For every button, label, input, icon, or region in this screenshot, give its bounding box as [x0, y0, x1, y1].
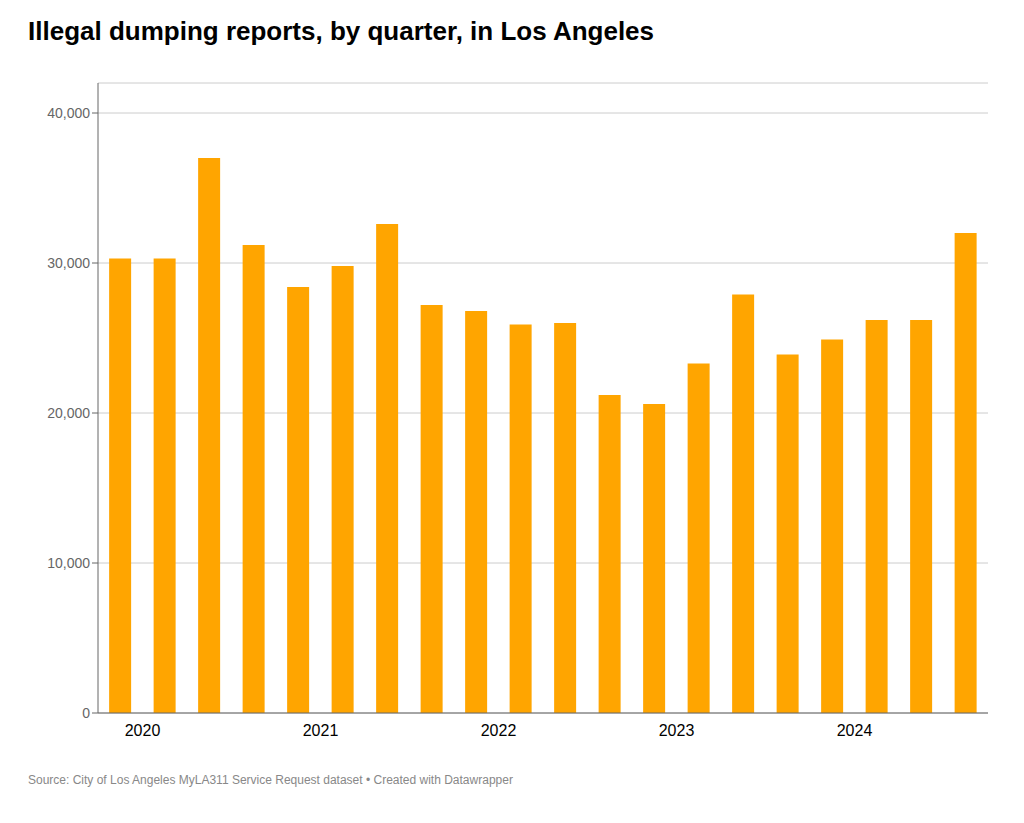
svg-text:10,000: 10,000: [47, 555, 90, 571]
svg-text:2021: 2021: [303, 722, 339, 739]
svg-text:0: 0: [82, 705, 90, 721]
svg-text:2020: 2020: [125, 722, 161, 739]
svg-text:30,000: 30,000: [47, 255, 90, 271]
svg-text:2023: 2023: [659, 722, 695, 739]
svg-text:20,000: 20,000: [47, 405, 90, 421]
svg-text:2022: 2022: [481, 722, 517, 739]
html-text:Source: City of Los Angeles My: Source: City of Los Angeles MyLA311 Serv…: [28, 773, 513, 787]
svg-text:2024: 2024: [837, 722, 873, 739]
html-text:Illegal dumping reports, by qu: Illegal dumping reports, by quarter, in …: [28, 16, 654, 46]
svg-text:40,000: 40,000: [47, 105, 90, 121]
